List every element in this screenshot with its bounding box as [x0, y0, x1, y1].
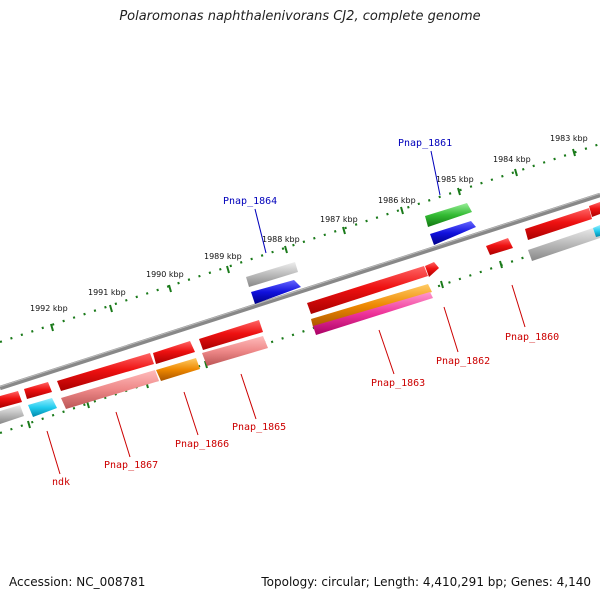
- genome-backbone-highlight: [0, 193, 600, 387]
- kbp-label: 1990 kbp: [146, 270, 184, 279]
- gene-label: Pnap_1860: [505, 332, 559, 343]
- kbp-ticks: [50, 148, 576, 332]
- kbp-label: 1989 kbp: [204, 252, 242, 261]
- gene-arrow-red: [589, 202, 600, 217]
- kbp-label: 1983 kbp: [550, 134, 588, 143]
- genome-summary-text: Topology: circular; Length: 4,410,291 bp…: [261, 575, 591, 589]
- kbp-label: 1987 kbp: [320, 215, 358, 224]
- gene-arrow-magenta: [313, 292, 433, 335]
- kbp-label: 1991 kbp: [88, 288, 126, 297]
- gene-arrow-red: [57, 353, 154, 391]
- gene-arrow-red: [307, 266, 428, 314]
- gene-label: Pnap_1862: [436, 356, 490, 367]
- gene-arrow-orange: [156, 358, 200, 381]
- gene-arrow-green: [425, 203, 472, 227]
- gene-arrow-pink: [61, 370, 159, 409]
- gene-label: Pnap_1865: [232, 422, 286, 433]
- gene-arrow-gray: [246, 262, 298, 287]
- accession-text: Accession: NC_008781: [9, 575, 146, 589]
- genome-backbone: [0, 192, 600, 391]
- gene-arrow-red: [425, 262, 439, 277]
- gene-arrow-red: [199, 320, 263, 350]
- gene-arrow-cyan: [28, 398, 57, 417]
- gene-label: Pnap_1861: [398, 138, 452, 149]
- figure-title: Polaromonas naphthalenivorans CJ2, compl…: [119, 9, 481, 24]
- kbp-label: 1985 kbp: [436, 175, 474, 184]
- gene-arrow-blue: [430, 221, 476, 245]
- gene-label: Pnap_1866: [175, 439, 229, 450]
- gene-arrow-pink: [202, 336, 268, 366]
- kbp-label: 1984 kbp: [493, 155, 531, 164]
- gene-label: Pnap_1864: [223, 196, 277, 207]
- gene-arrow-cyan: [593, 225, 600, 237]
- gene-arrow-gray: [0, 405, 24, 424]
- gene-label: Pnap_1863: [371, 378, 425, 389]
- kbp-label: 1986 kbp: [378, 196, 416, 205]
- gene-arrow-red: [153, 341, 195, 364]
- gene-arrow-orange: [311, 284, 432, 327]
- leader-lines: [46, 150, 526, 475]
- gene-arrow-blue: [251, 280, 301, 304]
- kbp-label: 1988 kbp: [262, 235, 300, 244]
- gene-arrow-red: [0, 391, 22, 408]
- gene-label: ndk: [52, 477, 70, 488]
- gene-arrow-red: [24, 382, 52, 399]
- gene-label: Pnap_1867: [104, 460, 158, 471]
- kbp-label: 1992 kbp: [30, 304, 68, 313]
- gene-arrow-red: [525, 208, 592, 240]
- gene-arrow-red: [486, 238, 513, 255]
- gene-arrow-gray: [528, 226, 600, 261]
